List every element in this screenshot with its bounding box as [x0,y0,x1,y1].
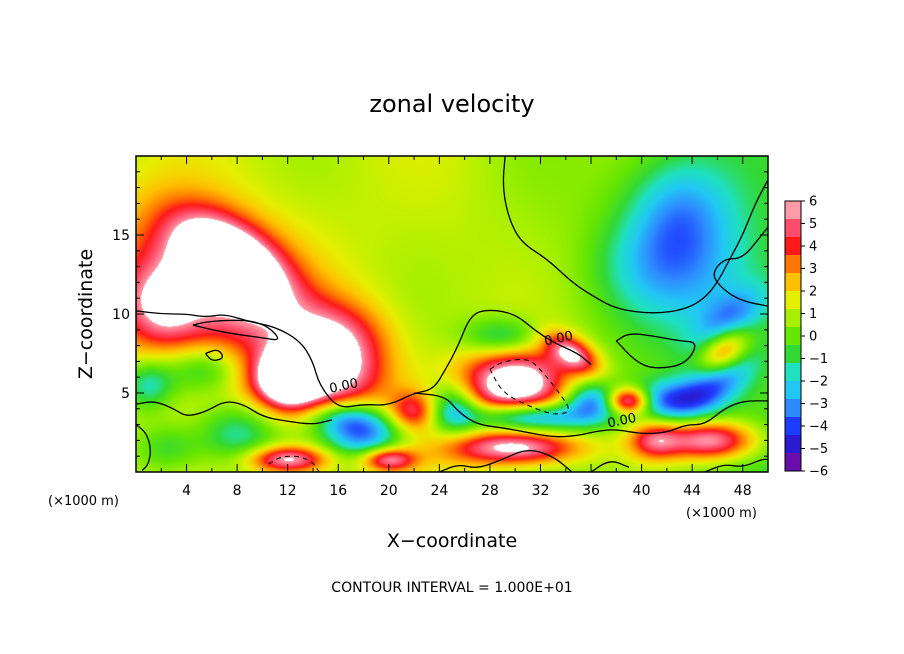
colorbar-tick-label: −5 [809,442,828,457]
x-axis-ticks: 4 8 12 16 20 24 28 32 36 40 44 48 [160,156,752,499]
contour-labels: 0.00 0.00 0.00 [328,329,638,432]
x-tick-label: 8 [233,483,242,499]
colorbar-tick-label: 4 [809,240,817,255]
x-tick-label: 44 [683,483,701,499]
x-tick-label: 36 [582,483,600,499]
y-unit-label: (×1000 m) [48,494,119,509]
zero-contour-line [713,226,768,307]
colorbar-segment [785,399,801,418]
colorbar-segment [785,309,801,328]
zero-contour-line [204,349,224,361]
x-tick-label: 16 [329,483,347,499]
y-axis-label: Z−coordinate [75,249,97,379]
x-tick-label: 4 [182,483,191,499]
colorbar-segment [785,291,801,310]
colorbar-tick-label: 5 [809,217,817,232]
colorbar-segment [785,273,801,292]
y-tick-label: 10 [112,307,130,323]
x-tick-label: 32 [532,483,550,499]
zero-contour-line [615,333,696,369]
colorbar-segment [785,327,801,346]
colorbar-segment [785,345,801,364]
x-tick-label: 12 [279,483,297,499]
negative-contour-line [489,358,569,415]
zero-contour-line [502,156,768,314]
plot-area: 0.000.000.00 4 8 12 16 20 24 28 32 36 40 44 48 5101… [112,155,769,499]
colorbar-segment [785,219,801,238]
colorbar-tick-label: 1 [809,307,817,322]
y-tick-label: 5 [121,386,130,402]
negative-contour-line [268,455,320,472]
colorbar-tick-label: 2 [809,285,817,300]
y-tick-label: 15 [112,228,130,244]
x-tick-label: 24 [430,483,448,499]
colorbar-segment [785,363,801,382]
colorbar-segment [785,237,801,256]
colorbar-segment [785,435,801,454]
zero-contour-line [439,449,573,472]
y-axis-ticks: 5 10 15 [112,171,768,457]
colorbar-tick-label: 0 [809,330,817,345]
zero-contour-line [136,424,151,471]
colorbar-segment [785,381,801,400]
zero-contour-line [136,309,592,408]
colorbar-tick-label: −1 [809,352,828,367]
colorbar-tick-label: −6 [809,465,828,480]
colorbar-segment [785,255,801,274]
colorbar-segment [785,201,801,220]
zero-contours [136,156,768,472]
contour-label: 0.00 [606,411,637,432]
x-tick-label: 40 [633,483,651,499]
heatmap-field [136,156,768,472]
colorbar-tick-label: −3 [809,397,828,412]
x-tick-label: 28 [481,483,499,499]
colorbar-tick-label: −4 [809,420,828,435]
colorbar: 6 5 4 3 2 1 0 −1 −2 −3 −4 −5 −6 [784,195,828,480]
contour-label: 0.00 [328,376,359,397]
zero-contour-line [192,319,279,341]
x-unit-label: (×1000 m) [686,506,757,521]
x-tick-label: 20 [380,483,398,499]
colorbar-tick-label: −2 [809,375,828,390]
colorbar-tick-label: 6 [809,195,817,210]
contour-interval-note: CONTOUR INTERVAL = 1.000E+01 [331,580,572,596]
chart-title: zonal velocity [369,90,534,118]
x-tick-label: 48 [734,483,752,499]
x-axis-label: X−coordinate [387,530,517,552]
colorbar-segment [785,453,801,472]
colorbar-segment [785,417,801,436]
colorbar-tick-label: 3 [809,262,817,277]
zero-contour-line [414,392,768,438]
contour-label: 0.00 [543,329,574,350]
zero-contour-line [590,461,630,472]
zero-contour-line [136,401,333,425]
